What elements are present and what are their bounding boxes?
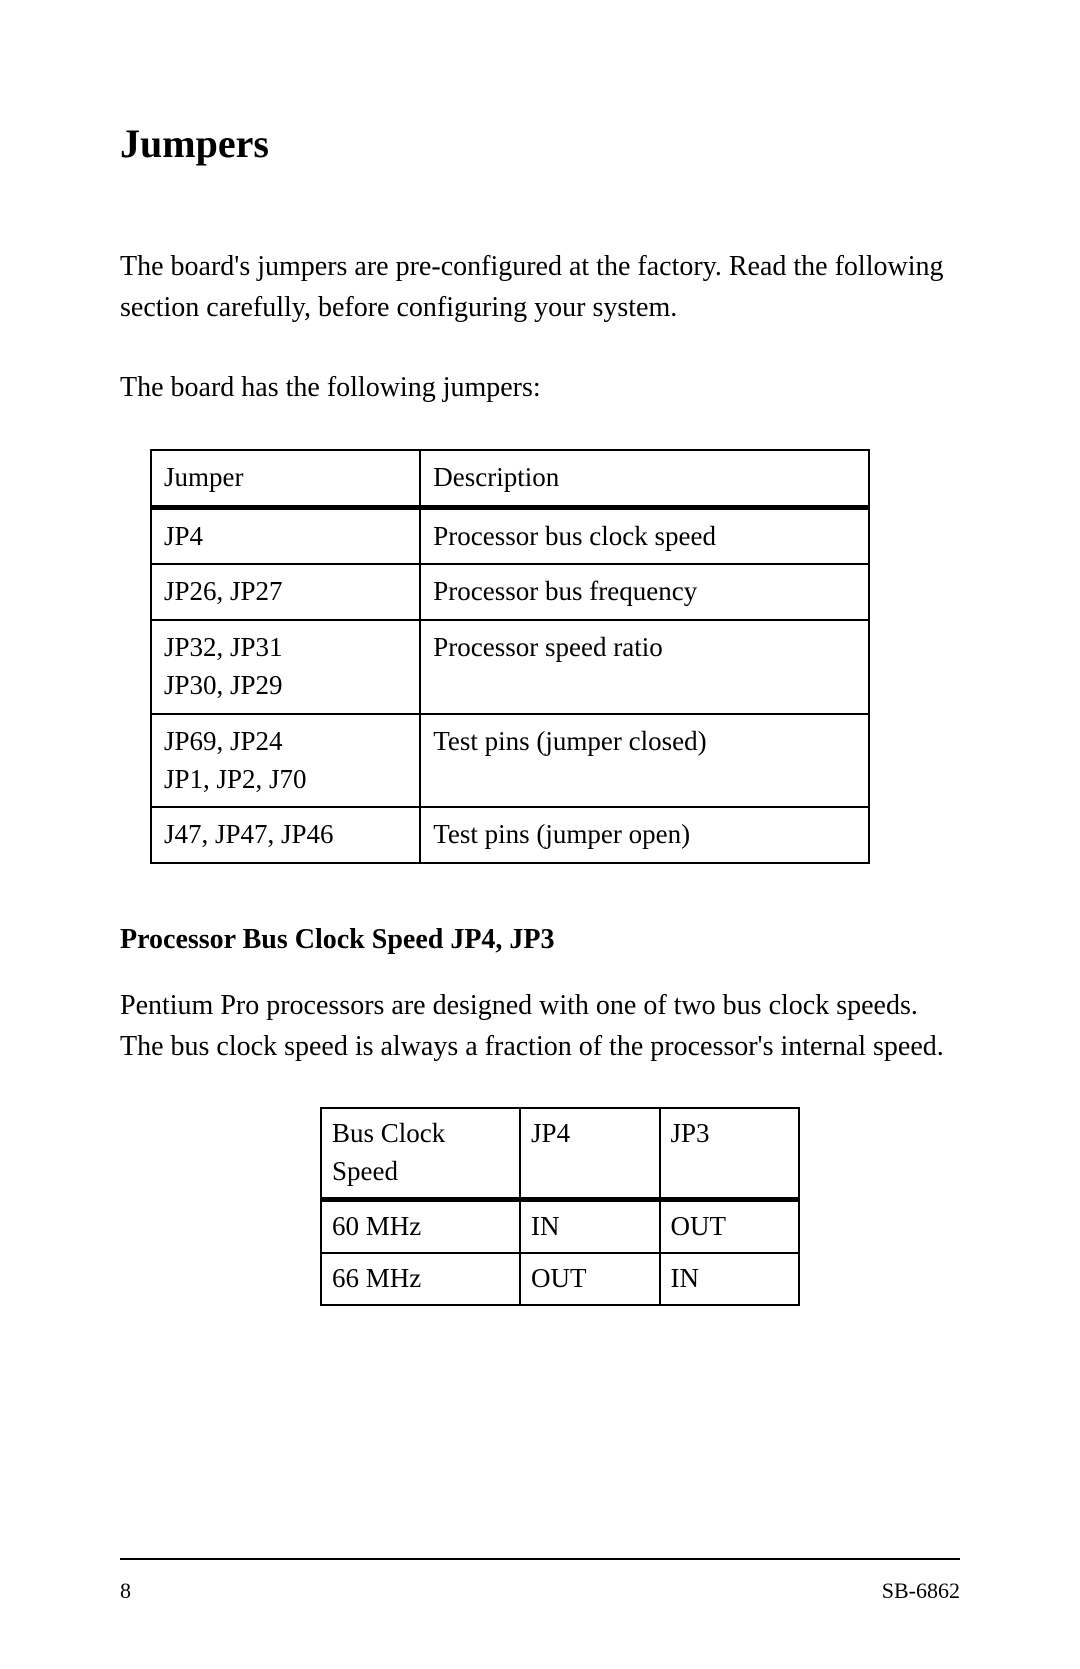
table-row: 66 MHz OUT IN [321, 1253, 799, 1305]
table-header-cell: Jumper [151, 450, 420, 507]
table-row: JP4 Processor bus clock speed [151, 507, 869, 564]
table-cell: Test pins (jumper open) [420, 807, 869, 863]
table-header-row: Bus Clock Speed JP4 JP3 [321, 1108, 799, 1199]
jumper-table: Jumper Description JP4 Processor bus clo… [150, 449, 870, 864]
table-cell: JP69, JP24JP1, JP2, J70 [151, 714, 420, 808]
table-cell: Processor speed ratio [420, 620, 869, 714]
jumper-table-container: Jumper Description JP4 Processor bus clo… [150, 449, 960, 864]
table-cell: IN [660, 1253, 799, 1305]
document-id: SB-6862 [882, 1578, 960, 1604]
table-row: JP32, JP31JP30, JP29 Processor speed rat… [151, 620, 869, 714]
intro-paragraph-1: The board's jumpers are pre-configured a… [120, 247, 960, 328]
table-cell: OUT [520, 1253, 659, 1305]
table-cell: Test pins (jumper closed) [420, 714, 869, 808]
table-cell: JP4 [151, 507, 420, 564]
table-cell: JP32, JP31JP30, JP29 [151, 620, 420, 714]
table-cell: JP26, JP27 [151, 564, 420, 620]
section-paragraph: Pentium Pro processors are designed with… [120, 986, 960, 1067]
table-cell: 60 MHz [321, 1199, 520, 1252]
table-cell: Processor bus clock speed [420, 507, 869, 564]
table-row: JP69, JP24JP1, JP2, J70 Test pins (jumpe… [151, 714, 869, 808]
table-header-row: Jumper Description [151, 450, 869, 507]
table-row: J47, JP47, JP46 Test pins (jumper open) [151, 807, 869, 863]
table-cell: OUT [660, 1199, 799, 1252]
table-cell: J47, JP47, JP46 [151, 807, 420, 863]
table-cell: 66 MHz [321, 1253, 520, 1305]
table-header-cell: Bus Clock Speed [321, 1108, 520, 1199]
section-heading: Processor Bus Clock Speed JP4, JP3 [120, 924, 960, 956]
table-header-cell: JP4 [520, 1108, 659, 1199]
bus-clock-table: Bus Clock Speed JP4 JP3 60 MHz IN OUT 66… [320, 1107, 800, 1305]
table-row: JP26, JP27 Processor bus frequency [151, 564, 869, 620]
page-footer: 8 SB-6862 [120, 1558, 960, 1604]
table-header-cell: JP3 [660, 1108, 799, 1199]
table-row: 60 MHz IN OUT [321, 1199, 799, 1252]
page-title: Jumpers [120, 120, 960, 167]
bus-clock-table-container: Bus Clock Speed JP4 JP3 60 MHz IN OUT 66… [320, 1107, 960, 1305]
table-header-cell: Description [420, 450, 869, 507]
table-cell: Processor bus frequency [420, 564, 869, 620]
intro-paragraph-2: The board has the following jumpers: [120, 368, 960, 409]
table-cell: IN [520, 1199, 659, 1252]
page-number: 8 [120, 1578, 131, 1604]
